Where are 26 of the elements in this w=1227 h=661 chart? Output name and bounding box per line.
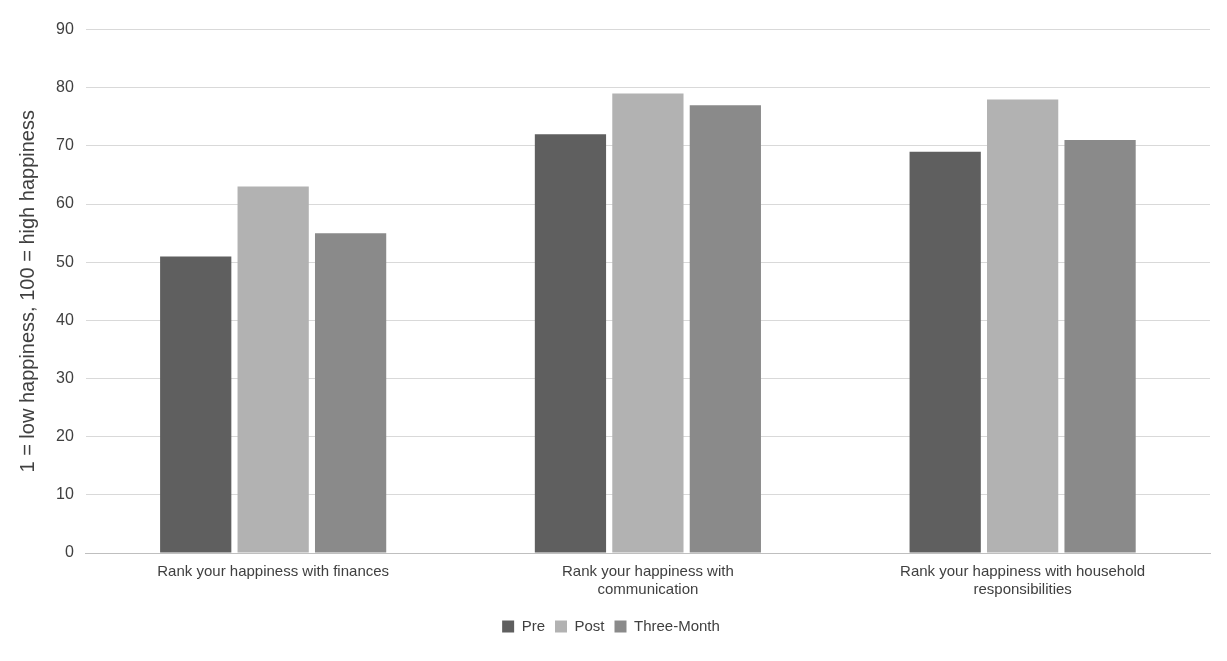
y-tick-label: 90	[56, 20, 74, 38]
y-tick-label: 80	[56, 78, 74, 96]
legend-label: Pre	[521, 616, 545, 634]
bar	[314, 233, 387, 553]
x-tick-label: Rank your happiness with communication	[562, 562, 734, 598]
x-tick-label: Rank your happiness with finances	[157, 562, 390, 580]
bar	[689, 105, 761, 553]
bar	[1064, 140, 1136, 553]
y-tick-label: 0	[64, 543, 74, 561]
y-tick-label: 50	[56, 252, 74, 270]
y-tick-label: 10	[56, 485, 74, 503]
y-axis-title: 1 = low happiness, 100 = high happiness	[15, 110, 38, 473]
y-tick-label: 30	[56, 368, 74, 386]
bar	[909, 151, 981, 553]
y-tick-label: 40	[56, 310, 74, 328]
legend-label: Three-Month	[633, 616, 720, 634]
y-tick-label: 20	[56, 427, 74, 445]
bar	[534, 134, 607, 553]
bar	[237, 186, 309, 553]
bar	[160, 256, 232, 553]
legend-label: Post	[574, 616, 606, 634]
bar	[987, 99, 1059, 553]
y-tick-label: 60	[56, 194, 74, 212]
bar	[612, 93, 684, 553]
x-tick-label: Rank your happiness with household responsibilities	[900, 562, 1146, 598]
y-tick-label: 70	[56, 136, 74, 154]
